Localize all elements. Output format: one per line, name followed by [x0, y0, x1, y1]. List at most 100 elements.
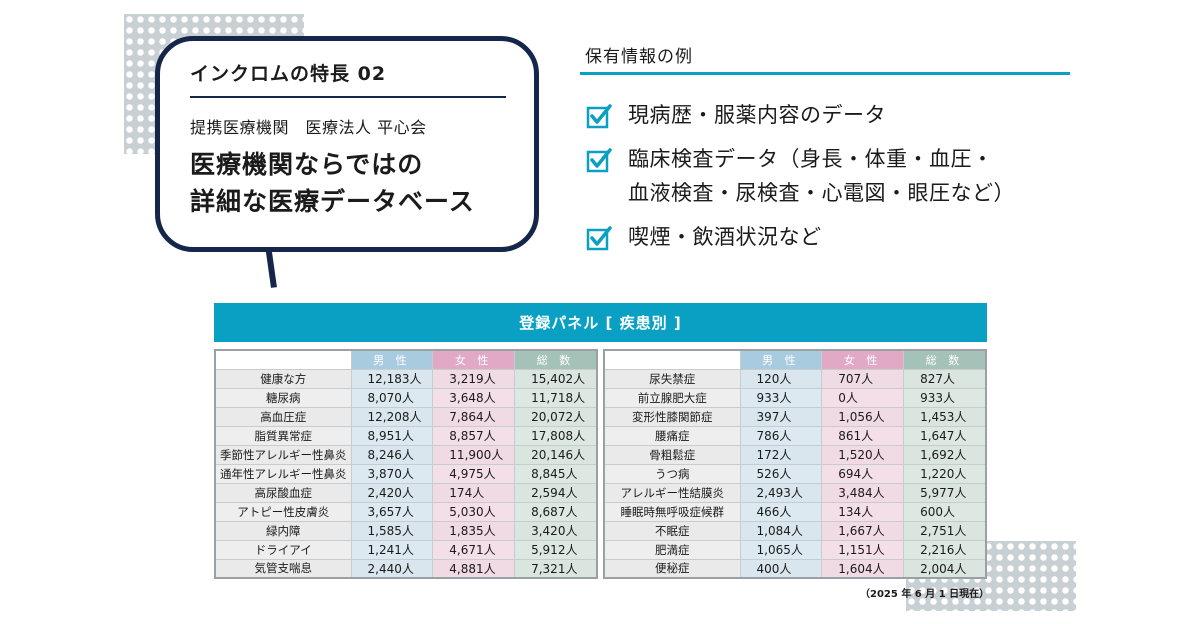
- female-count-cell: 3,648人: [432, 387, 516, 408]
- female-count-cell: 3,484人: [821, 482, 905, 503]
- female-count-cell: 11,900人: [432, 444, 516, 465]
- table-body: 尿失禁症 120人 707人 827人 前立腺肥大症 933人 0人 933人 変形性膝関節症 3…: [603, 368, 987, 579]
- checkbox-checked-icon: [586, 104, 612, 129]
- male-count-cell: 526人: [739, 463, 823, 484]
- info-item-text: 血液検査・尿検査・心電図・眼圧など）: [628, 181, 1015, 205]
- male-count-cell: 397人: [739, 406, 823, 427]
- total-count-cell: 8,845人: [514, 463, 598, 484]
- disease-table-right: 男 性 女 性 総 数 尿失禁症 120人 707人 827人 前立腺肥大症 933人 0人…: [603, 349, 987, 579]
- female-count-cell: 694人: [821, 463, 905, 484]
- info-section-title: 保有情報の例: [585, 47, 693, 67]
- male-count-cell: 1,084人: [739, 520, 823, 541]
- table-row: 睡眠時無呼吸症候群 466人 134人 600人: [603, 501, 987, 522]
- table-row: 通年性アレルギー性鼻炎 3,870人 4,975人 8,845人: [214, 463, 598, 484]
- total-count-cell: 2,751人: [903, 520, 987, 541]
- total-count-cell: 1,692人: [903, 444, 987, 465]
- disease-name-cell: 便秘症: [603, 558, 741, 579]
- total-count-cell: 3,420人: [514, 520, 598, 541]
- column-header-total: 総 数: [514, 349, 598, 370]
- table-row: 高尿酸血症 2,420人 174人 2,594人: [214, 482, 598, 503]
- disease-name-cell: 糖尿病: [214, 387, 352, 408]
- disease-name-cell: 健康な方: [214, 368, 352, 389]
- table-row: 前立腺肥大症 933人 0人 933人: [603, 387, 987, 408]
- info-title-underline: [580, 72, 1070, 75]
- male-count-cell: 2,420人: [350, 482, 434, 503]
- male-count-cell: 466人: [739, 501, 823, 522]
- total-count-cell: 11,718人: [514, 387, 598, 408]
- info-list-item: 喫煙・飲酒状況など: [586, 220, 1086, 254]
- total-count-cell: 17,808人: [514, 425, 598, 446]
- checkbox-checked-icon: [586, 148, 612, 173]
- male-count-cell: 2,440人: [350, 558, 434, 579]
- table-corner-cell: [214, 349, 352, 370]
- disease-name-cell: 睡眠時無呼吸症候群: [603, 501, 741, 522]
- male-count-cell: 8,951人: [350, 425, 434, 446]
- disease-name-cell: 腰痛症: [603, 425, 741, 446]
- disease-name-cell: 前立腺肥大症: [603, 387, 741, 408]
- disease-name-cell: うつ病: [603, 463, 741, 484]
- table-row: 肥満症 1,065人 1,151人 2,216人: [603, 539, 987, 560]
- female-count-cell: 1,667人: [821, 520, 905, 541]
- female-count-cell: 0人: [821, 387, 905, 408]
- total-count-cell: 8,687人: [514, 501, 598, 522]
- female-count-cell: 8,857人: [432, 425, 516, 446]
- total-count-cell: 20,146人: [514, 444, 598, 465]
- info-list-item: 現病歴・服薬内容のデータ: [586, 98, 1086, 132]
- disease-name-cell: 緑内障: [214, 520, 352, 541]
- disease-name-cell: 通年性アレルギー性鼻炎: [214, 463, 352, 484]
- column-header-male: 男 性: [350, 349, 434, 370]
- disease-name-cell: 肥満症: [603, 539, 741, 560]
- male-count-cell: 120人: [739, 368, 823, 389]
- table-body: 健康な方 12,183人 3,219人 15,402人 糖尿病 8,070人 3,648人 1…: [214, 368, 598, 579]
- table-row: 季節性アレルギー性鼻炎 8,246人 11,900人 20,146人: [214, 444, 598, 465]
- table-row: 変形性膝関節症 397人 1,056人 1,453人: [603, 406, 987, 427]
- total-count-cell: 1,453人: [903, 406, 987, 427]
- table-row: アトピー性皮膚炎 3,657人 5,030人 8,687人: [214, 501, 598, 522]
- column-header-male: 男 性: [739, 349, 823, 370]
- total-count-cell: 2,004人: [903, 558, 987, 579]
- table-row: 高血圧症 12,208人 7,864人 20,072人: [214, 406, 598, 427]
- table-row: 腰痛症 786人 861人 1,647人: [603, 425, 987, 446]
- feature-title: インクロムの特長 02: [190, 59, 506, 98]
- female-count-cell: 4,975人: [432, 463, 516, 484]
- table-row: ドライアイ 1,241人 4,671人 5,912人: [214, 539, 598, 560]
- panel-title-bar: 登録パネル [ 疾患別 ]: [214, 303, 987, 342]
- female-count-cell: 707人: [821, 368, 905, 389]
- disease-name-cell: 気管支喘息: [214, 558, 352, 579]
- female-count-cell: 1,835人: [432, 520, 516, 541]
- female-count-cell: 3,219人: [432, 368, 516, 389]
- total-count-cell: 2,216人: [903, 539, 987, 560]
- feature-speech-bubble: インクロムの特長 02 提携医療機関 医療法人 平心会 医療機関ならではの 詳細…: [155, 36, 539, 252]
- male-count-cell: 12,183人: [350, 368, 434, 389]
- total-count-cell: 2,594人: [514, 482, 598, 503]
- table-row: アレルギー性結膜炎 2,493人 3,484人 5,977人: [603, 482, 987, 503]
- total-count-cell: 1,220人: [903, 463, 987, 484]
- female-count-cell: 134人: [821, 501, 905, 522]
- table-row: 不眠症 1,084人 1,667人 2,751人: [603, 520, 987, 541]
- male-count-cell: 786人: [739, 425, 823, 446]
- total-count-cell: 5,912人: [514, 539, 598, 560]
- female-count-cell: 174人: [432, 482, 516, 503]
- male-count-cell: 933人: [739, 387, 823, 408]
- table-row: 緑内障 1,585人 1,835人 3,420人: [214, 520, 598, 541]
- total-count-cell: 1,647人: [903, 425, 987, 446]
- institution-name: 提携医療機関 医療法人 平心会: [190, 118, 427, 137]
- male-count-cell: 1,241人: [350, 539, 434, 560]
- total-count-cell: 600人: [903, 501, 987, 522]
- disease-name-cell: アレルギー性結膜炎: [603, 482, 741, 503]
- male-count-cell: 1,065人: [739, 539, 823, 560]
- info-list: 現病歴・服薬内容のデータ 臨床検査データ（身長・体重・血圧・ 血液検査・尿検査・…: [586, 98, 1086, 264]
- table-header-row: 男 性 女 性 総 数: [603, 349, 987, 370]
- total-count-cell: 20,072人: [514, 406, 598, 427]
- female-count-cell: 1,151人: [821, 539, 905, 560]
- male-count-cell: 8,070人: [350, 387, 434, 408]
- table-row: 便秘症 400人 1,604人 2,004人: [603, 558, 987, 579]
- male-count-cell: 12,208人: [350, 406, 434, 427]
- male-count-cell: 2,493人: [739, 482, 823, 503]
- male-count-cell: 172人: [739, 444, 823, 465]
- headline-line: 医療機関ならではの: [190, 150, 424, 179]
- info-item-text: 喫煙・飲酒状況など: [628, 225, 822, 249]
- female-count-cell: 5,030人: [432, 501, 516, 522]
- female-count-cell: 4,881人: [432, 558, 516, 579]
- disease-name-cell: 高尿酸血症: [214, 482, 352, 503]
